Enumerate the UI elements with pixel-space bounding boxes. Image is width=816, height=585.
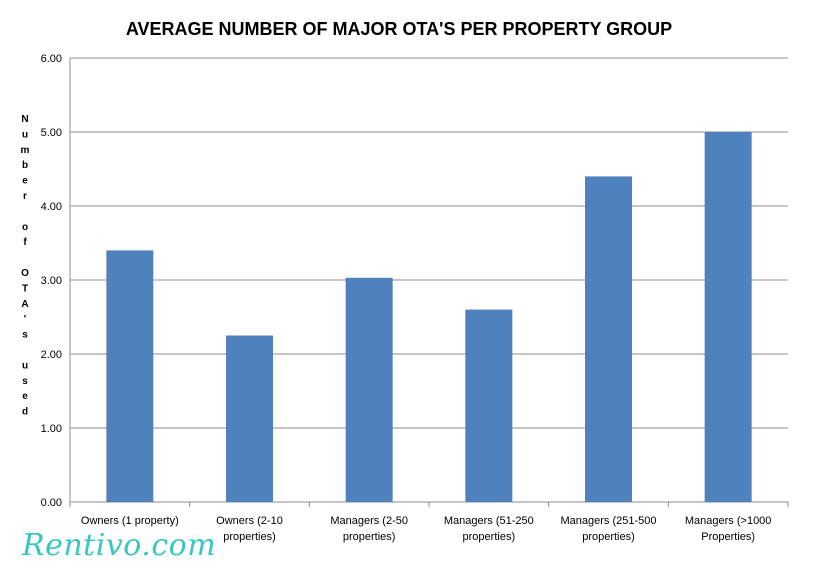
y-tick-label: 4.00 <box>41 201 62 213</box>
x-tick-label: Managers (251-500 properties) <box>560 515 656 543</box>
bar <box>465 309 513 502</box>
x-axis-ticks: Owners (1 property) Owners (2-10 propertie… <box>81 515 772 543</box>
x-tick-label: Owners (2-10 properties) <box>216 515 283 543</box>
y-axis-ticks: 0.00 1.00 2.00 3.00 4.00 5.00 6.00 <box>41 53 62 509</box>
y-tick-label: 2.00 <box>41 349 62 361</box>
bar <box>345 277 393 502</box>
y-tick-label: 6.00 <box>41 53 62 65</box>
rentivo-watermark: Rentivo.com <box>22 528 217 563</box>
y-tick-label: 1.00 <box>41 423 62 435</box>
y-tick-label: 5.00 <box>41 127 62 139</box>
y-tick-label: 3.00 <box>41 275 62 287</box>
bars <box>106 132 752 502</box>
bar <box>226 335 273 502</box>
x-tick-label: Owners (1 property) <box>81 515 179 527</box>
x-tick-label: Managers (2-50 properties) <box>330 515 408 543</box>
chart-title: AVERAGE NUMBER OF MAJOR OTA'S PER PROPER… <box>126 19 672 39</box>
y-tick-label: 0.00 <box>41 497 62 509</box>
gridlines <box>69 57 789 507</box>
x-tick-label: Managers (51-250 properties) <box>444 515 534 543</box>
bar <box>585 176 632 502</box>
bar <box>106 250 154 502</box>
bar <box>704 132 752 502</box>
x-tick-label: Managers (>1000 Properties) <box>685 515 772 543</box>
